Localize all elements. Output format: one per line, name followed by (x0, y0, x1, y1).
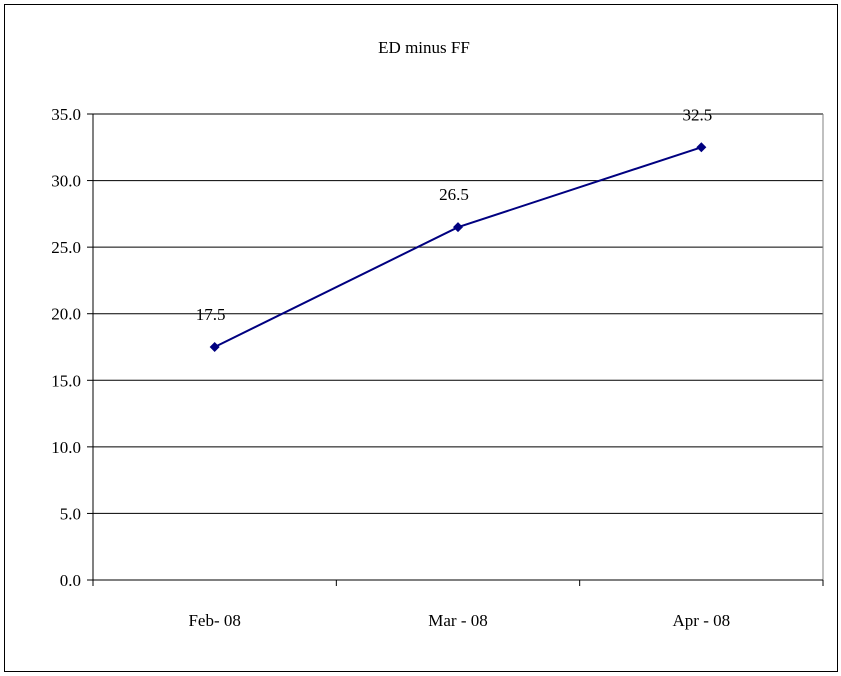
y-tick-label: 30.0 (51, 172, 81, 191)
gridlines (93, 113, 823, 514)
y-tick-label: 15.0 (51, 371, 81, 390)
data-label: 17.5 (196, 305, 226, 324)
axes (87, 113, 824, 586)
data-label: 26.5 (439, 185, 469, 204)
chart-area (4, 4, 838, 672)
data-point-marker (696, 142, 707, 153)
y-tick-label: 5.0 (60, 504, 81, 523)
x-axis-tick-labels: Feb- 08 Mar - 08 Apr - 08 (188, 611, 730, 630)
x-tick-label: Mar - 08 (428, 611, 487, 630)
y-tick-label: 35.0 (51, 105, 81, 124)
y-tick-label: 20.0 (51, 305, 81, 324)
chart-title: ED minus FF (378, 38, 470, 57)
x-tick-label: Apr - 08 (673, 611, 731, 630)
series-group (209, 142, 707, 352)
x-tick-label: Feb- 08 (188, 611, 240, 630)
y-axis-tick-labels: 0.0 5.0 10.0 15.0 20.0 25.0 30.0 35.0 (51, 105, 81, 590)
data-point-marker (453, 222, 463, 233)
data-label: 32.5 (682, 105, 712, 124)
y-tick-label: 0.0 (60, 571, 81, 590)
y-tick-label: 10.0 (51, 438, 81, 457)
data-point-marker (209, 342, 220, 352)
y-tick-label: 25.0 (51, 238, 81, 257)
data-labels: 17.5 26.5 32.5 (196, 105, 712, 324)
